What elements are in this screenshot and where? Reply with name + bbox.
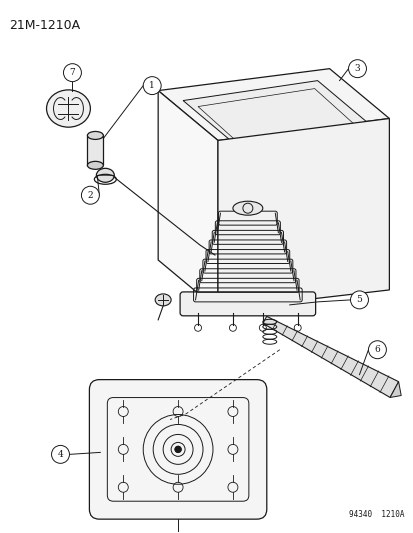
Circle shape	[143, 77, 161, 94]
Circle shape	[63, 63, 81, 82]
Text: 2: 2	[88, 191, 93, 200]
Polygon shape	[389, 382, 400, 398]
Ellipse shape	[155, 294, 171, 306]
Circle shape	[368, 341, 385, 359]
Circle shape	[81, 186, 99, 204]
Ellipse shape	[233, 201, 262, 215]
Polygon shape	[87, 135, 103, 165]
Text: 1: 1	[149, 81, 155, 90]
Text: 94340  1210A: 94340 1210A	[348, 510, 404, 519]
Ellipse shape	[87, 132, 103, 140]
Text: 4: 4	[57, 450, 63, 459]
Circle shape	[348, 60, 366, 78]
Ellipse shape	[46, 90, 90, 127]
Polygon shape	[262, 316, 398, 398]
Circle shape	[51, 446, 69, 463]
FancyBboxPatch shape	[180, 292, 315, 316]
Text: 5: 5	[356, 295, 361, 304]
Ellipse shape	[87, 161, 103, 169]
Circle shape	[350, 291, 368, 309]
Circle shape	[175, 447, 180, 453]
Text: 6: 6	[374, 345, 380, 354]
Text: 7: 7	[69, 68, 75, 77]
Polygon shape	[217, 118, 389, 310]
Ellipse shape	[96, 168, 114, 182]
Polygon shape	[183, 80, 367, 142]
Polygon shape	[158, 91, 217, 310]
Polygon shape	[158, 69, 389, 140]
Text: 3: 3	[354, 64, 359, 73]
FancyBboxPatch shape	[89, 379, 266, 519]
Text: 21M-1210A: 21M-1210A	[9, 19, 80, 32]
